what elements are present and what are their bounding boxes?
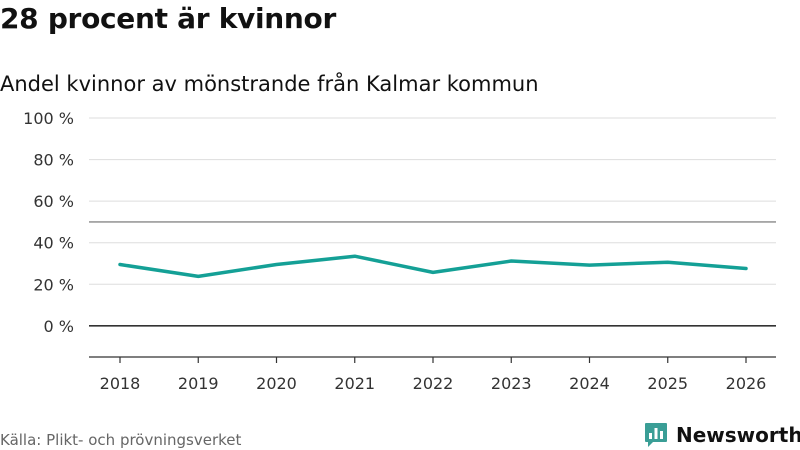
x-axis-labels: 2018 2019 2020 2021 2022 2023 2024 2025 2026 xyxy=(100,374,767,393)
x-tick-label: 2020 xyxy=(256,374,297,393)
y-tick-label: 0 % xyxy=(44,317,74,336)
x-tick-label: 2024 xyxy=(569,374,610,393)
newsworthy-logo-icon xyxy=(645,423,667,447)
y-axis-labels: 0 % 20 % 40 % 60 % 80 % 100 % xyxy=(23,109,74,336)
brand-name: Newsworthy xyxy=(676,423,800,447)
series-line-1 xyxy=(118,254,748,279)
y-tick-label: 60 % xyxy=(33,192,74,211)
chart-title: 28 procent är kvinnor xyxy=(0,2,336,35)
x-tick-label: 2022 xyxy=(413,374,454,393)
chart-subtitle: Andel kvinnor av mönstrande från Kalmar … xyxy=(0,72,539,96)
y-tick-label: 20 % xyxy=(33,275,74,294)
brand-logo: Newsworthy xyxy=(644,420,800,450)
x-tick-label: 2025 xyxy=(647,374,688,393)
x-tick-label: 2021 xyxy=(334,374,375,393)
x-tick-label: 2026 xyxy=(726,374,767,393)
grid-lines xyxy=(89,117,776,327)
y-tick-label: 40 % xyxy=(33,234,74,253)
source-note: Källa: Plikt- och prövningsverket xyxy=(0,431,242,449)
x-tick-label: 2019 xyxy=(178,374,219,393)
x-axis xyxy=(89,356,776,363)
y-tick-label: 100 % xyxy=(23,109,74,128)
y-tick-label: 80 % xyxy=(33,151,74,170)
series-layer xyxy=(118,254,748,279)
x-tick-label: 2018 xyxy=(100,374,141,393)
x-tick-label: 2023 xyxy=(491,374,532,393)
